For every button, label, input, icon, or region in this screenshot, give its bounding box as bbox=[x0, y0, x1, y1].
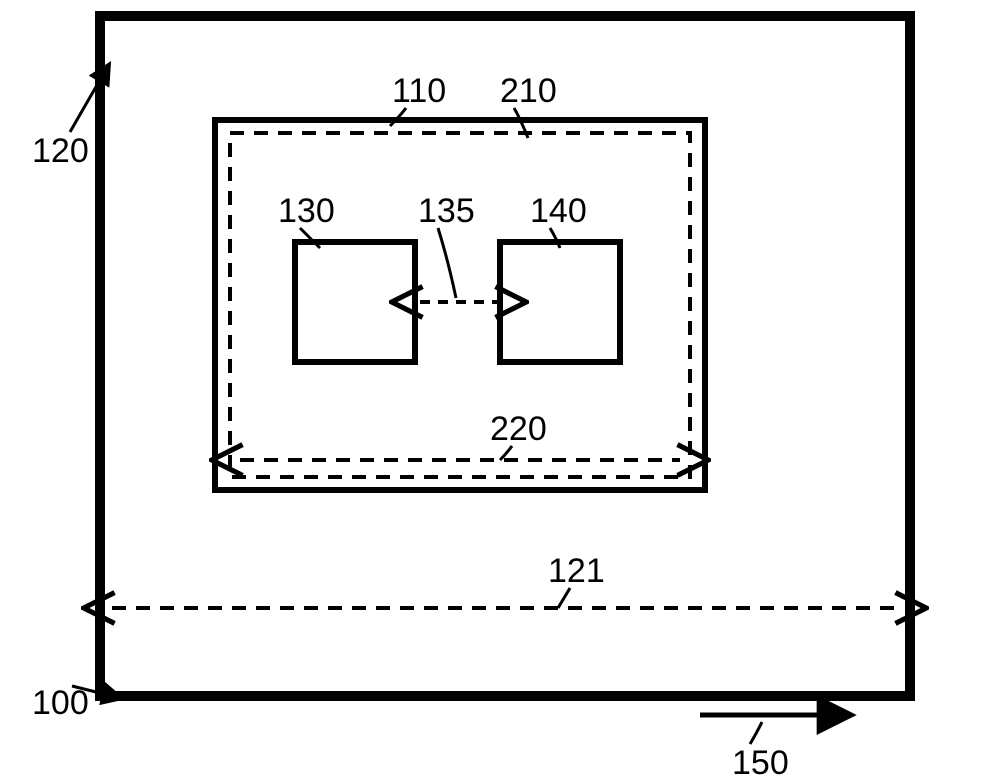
diagram-canvas bbox=[0, 0, 1000, 776]
label-140: 140 bbox=[530, 192, 587, 231]
leader-121 bbox=[558, 588, 570, 608]
label-130: 130 bbox=[278, 192, 335, 231]
leader-150 bbox=[750, 722, 762, 744]
box-130 bbox=[295, 242, 415, 362]
leader-135 bbox=[438, 228, 456, 298]
label-210: 210 bbox=[500, 72, 557, 111]
label-135: 135 bbox=[418, 192, 475, 231]
label-150: 150 bbox=[732, 744, 789, 783]
label-110: 110 bbox=[392, 72, 446, 111]
label-100: 100 bbox=[32, 684, 89, 723]
inner-box bbox=[215, 120, 705, 490]
box-140 bbox=[500, 242, 620, 362]
label-120: 120 bbox=[32, 132, 89, 171]
label-220: 220 bbox=[490, 410, 547, 449]
label-121: 121 bbox=[548, 552, 605, 591]
